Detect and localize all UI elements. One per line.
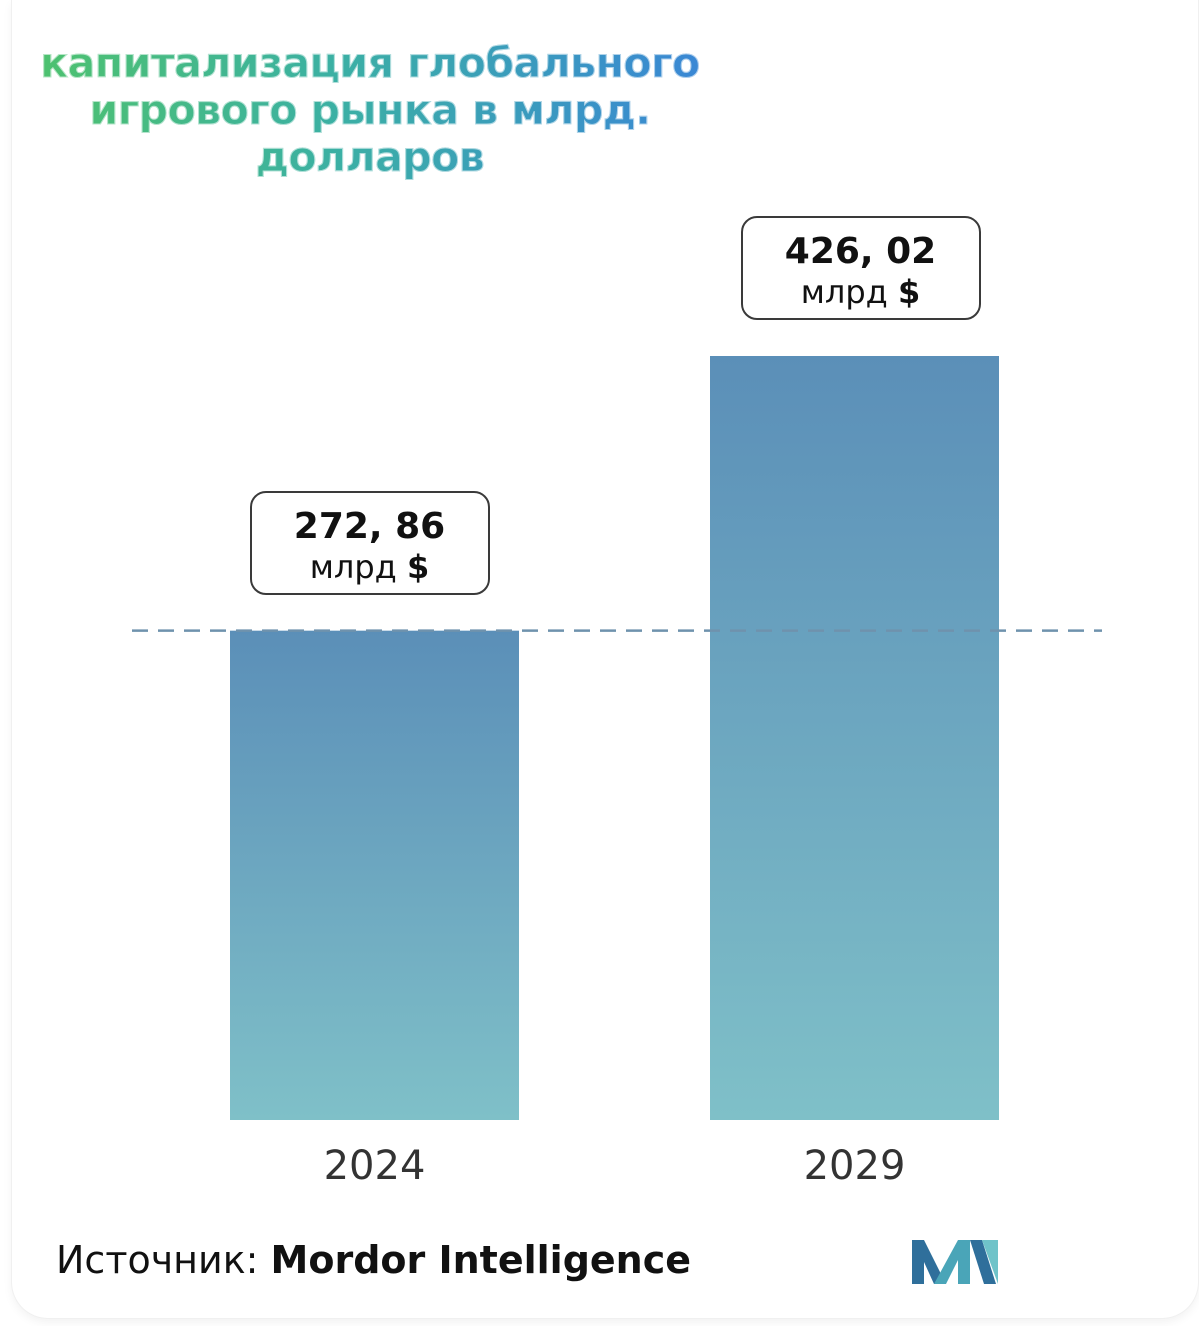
value-text: 272, 86 <box>293 505 446 547</box>
bar-2024 <box>230 630 519 1120</box>
value-label-2024: 272, 86 млрд $ <box>249 490 490 595</box>
unit-text: млрд $ <box>800 273 921 311</box>
source-credit: Источник: Mordor Intelligence <box>56 1238 691 1282</box>
value-text: 426, 02 <box>784 231 937 272</box>
source-label: Источник: <box>56 1238 259 1282</box>
chart-card <box>12 0 1198 1318</box>
chart-title: капитализация глобального игрового рынка… <box>30 39 710 181</box>
value-label-2029: 426, 02 млрд $ <box>740 216 981 320</box>
x-tick-label: 2029 <box>804 1143 906 1189</box>
source-name: Mordor Intelligence <box>270 1238 692 1282</box>
unit-text: млрд $ <box>309 547 430 586</box>
bar-2029 <box>710 356 999 1120</box>
x-tick-label: 2024 <box>324 1143 426 1189</box>
mordor-logo-icon <box>912 1240 998 1284</box>
